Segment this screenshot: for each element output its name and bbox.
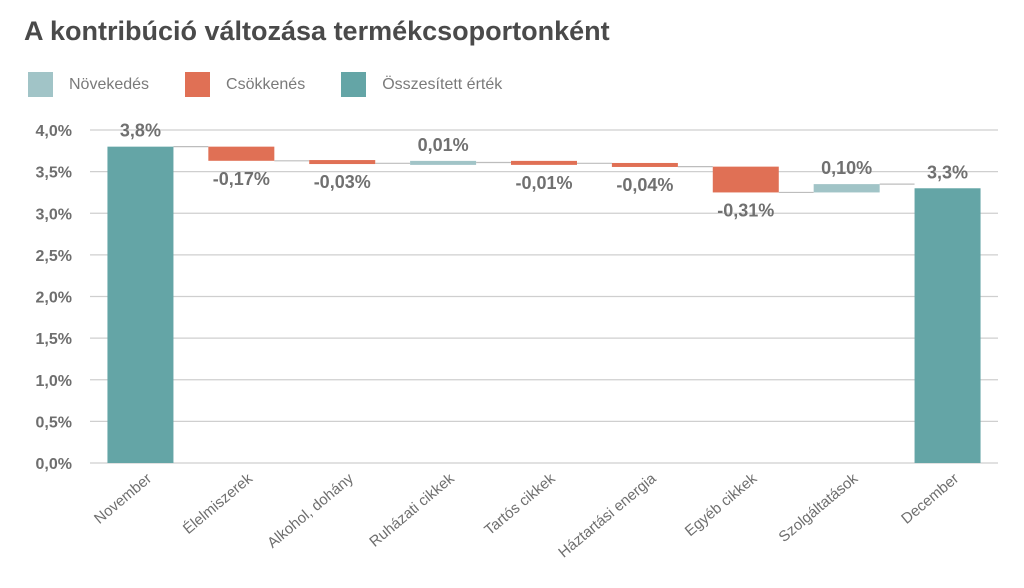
legend-label-increase: Növekedés: [69, 75, 150, 93]
y-tick-label: 1,5%: [36, 331, 72, 348]
legend-item-increase: Növekedés: [28, 72, 149, 97]
y-tick-label: 3,0%: [36, 206, 72, 223]
y-tick-label: 0,5%: [36, 414, 72, 431]
bar-total: [107, 146, 174, 463]
chart-title: A kontribúció változása termékcsoportonk…: [24, 16, 610, 46]
y-tick-label: 3,5%: [36, 165, 72, 182]
legend: Növekedés Csökkenés Összesített érték: [28, 72, 538, 97]
y-tick-label: 4,0%: [36, 123, 72, 140]
data-label: -0,31%: [717, 200, 774, 220]
x-category-label: Tartós cikkek: [481, 470, 559, 539]
bar-decrease: [511, 160, 577, 165]
data-label: -0,04%: [616, 175, 673, 195]
x-category-label: November: [91, 470, 155, 528]
bar-increase: [410, 160, 477, 165]
legend-swatch-total: [341, 72, 367, 97]
y-tick-label: 2,0%: [36, 290, 72, 307]
data-label: -0,01%: [515, 173, 572, 193]
x-category-label: Ruházati cikkek: [366, 470, 458, 551]
data-label: 0,01%: [418, 135, 469, 155]
bar-decrease: [208, 146, 275, 161]
legend-item-decrease: Csökkenés: [185, 72, 305, 97]
bar-decrease: [309, 160, 376, 165]
x-category-label: Alkohol, dohány: [264, 470, 357, 552]
data-label: 0,10%: [821, 158, 872, 178]
x-category-label: Egyéb cikkek: [682, 470, 761, 540]
bar-total: [914, 188, 981, 463]
bar-increase: [813, 184, 880, 193]
bar-decrease: [611, 162, 678, 167]
legend-item-total: Összesített érték: [341, 72, 502, 97]
legend-label-decrease: Csökkenés: [226, 75, 306, 93]
x-category-label: Háztartási energia: [555, 470, 660, 562]
bar-decrease: [712, 166, 779, 193]
data-label: -0,03%: [314, 172, 371, 192]
data-label: 3,8%: [120, 121, 161, 141]
x-category-label: Élelmiszerek: [180, 470, 256, 538]
legend-swatch-decrease: [185, 72, 211, 97]
y-tick-label: 1,0%: [36, 373, 72, 390]
x-category-label: Szolgáltatások: [776, 470, 862, 546]
legend-label-total: Összesített érték: [382, 75, 503, 93]
data-label: -0,17%: [213, 169, 270, 189]
y-tick-label: 2,5%: [36, 248, 72, 265]
y-tick-label: 0,0%: [36, 456, 72, 473]
data-label: 3,3%: [927, 162, 968, 182]
x-category-label: December: [898, 470, 962, 528]
legend-swatch-increase: [28, 72, 53, 97]
